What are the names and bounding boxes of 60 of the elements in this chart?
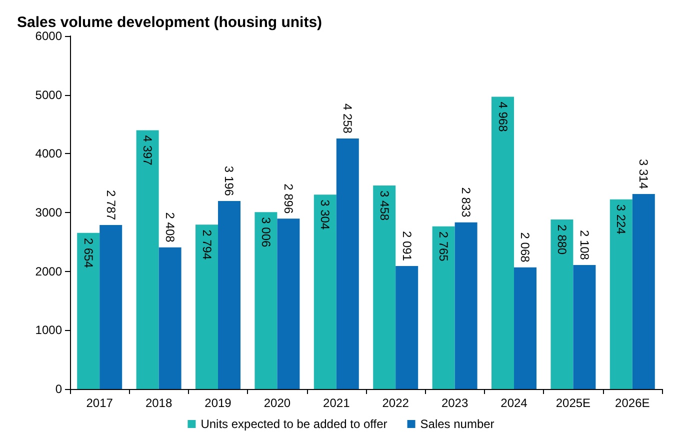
data-label: 3 196: [222, 166, 236, 196]
bar: [373, 186, 396, 389]
data-label: 4 968: [496, 102, 510, 132]
y-tick-label: 3000: [35, 206, 62, 220]
bar: [336, 138, 359, 389]
bar: [632, 194, 655, 389]
x-tick-label: 2024: [500, 396, 528, 410]
bar: [218, 200, 240, 389]
bar: [454, 222, 478, 389]
data-label: 3 224: [614, 204, 628, 235]
data-label: 4 258: [340, 103, 355, 134]
bar: [196, 224, 218, 389]
data-label: 2 880: [554, 224, 569, 255]
bar: [610, 199, 632, 389]
y-tick-label: 1000: [35, 323, 62, 338]
bar: [432, 226, 455, 389]
x-tick-label: 2020: [264, 396, 291, 410]
bar: [136, 130, 159, 389]
bar: [396, 266, 418, 389]
chart-title: Sales volume development (housing units): [17, 14, 322, 31]
bar: [77, 232, 100, 389]
data-label: 3 006: [258, 217, 273, 248]
legend-label: Sales number: [420, 417, 494, 431]
x-tick-label: 2017: [86, 396, 114, 410]
x-tick-label: 2022: [382, 396, 410, 410]
x-tick-label: 2019: [204, 396, 232, 410]
data-label: 3 458: [377, 190, 392, 221]
y-tick-label: 0: [55, 382, 62, 396]
x-tick-label: 2018: [145, 396, 172, 410]
x-tick-label: 2025E: [556, 396, 591, 410]
bar: [514, 267, 536, 389]
bar: [100, 225, 122, 389]
data-label: 2 068: [518, 232, 532, 263]
data-label: 4 397: [140, 135, 155, 166]
bar: [254, 212, 278, 389]
y-tick-label: 2000: [35, 264, 62, 278]
data-label: 2 108: [577, 230, 592, 260]
bar: [277, 218, 300, 389]
bar: [314, 194, 336, 389]
data-label: 3 304: [318, 200, 332, 230]
bar: [550, 220, 574, 389]
data-label: 2 833: [459, 187, 474, 218]
data-label: 2 654: [81, 238, 96, 268]
bar: [492, 96, 514, 389]
data-label: 2 896: [281, 184, 296, 214]
y-tick-label: 5000: [35, 88, 62, 102]
data-label: 2 091: [400, 230, 414, 262]
bar: [573, 264, 596, 389]
legend-label: Units expected to be added to offer: [200, 417, 388, 431]
x-tick-label: 2023: [441, 396, 468, 410]
data-label: 3 314: [636, 158, 651, 190]
bar: [158, 247, 182, 389]
x-tick-label: 2021: [323, 396, 350, 410]
data-label: 2 408: [163, 212, 178, 243]
data-label: 2 765: [436, 231, 451, 262]
data-label: 2 794: [200, 230, 214, 260]
y-tick-label: 6000: [35, 29, 62, 43]
y-tick-label: 4000: [35, 146, 62, 161]
x-tick-label: 2026E: [615, 396, 650, 410]
data-label: 2 787: [104, 190, 118, 220]
